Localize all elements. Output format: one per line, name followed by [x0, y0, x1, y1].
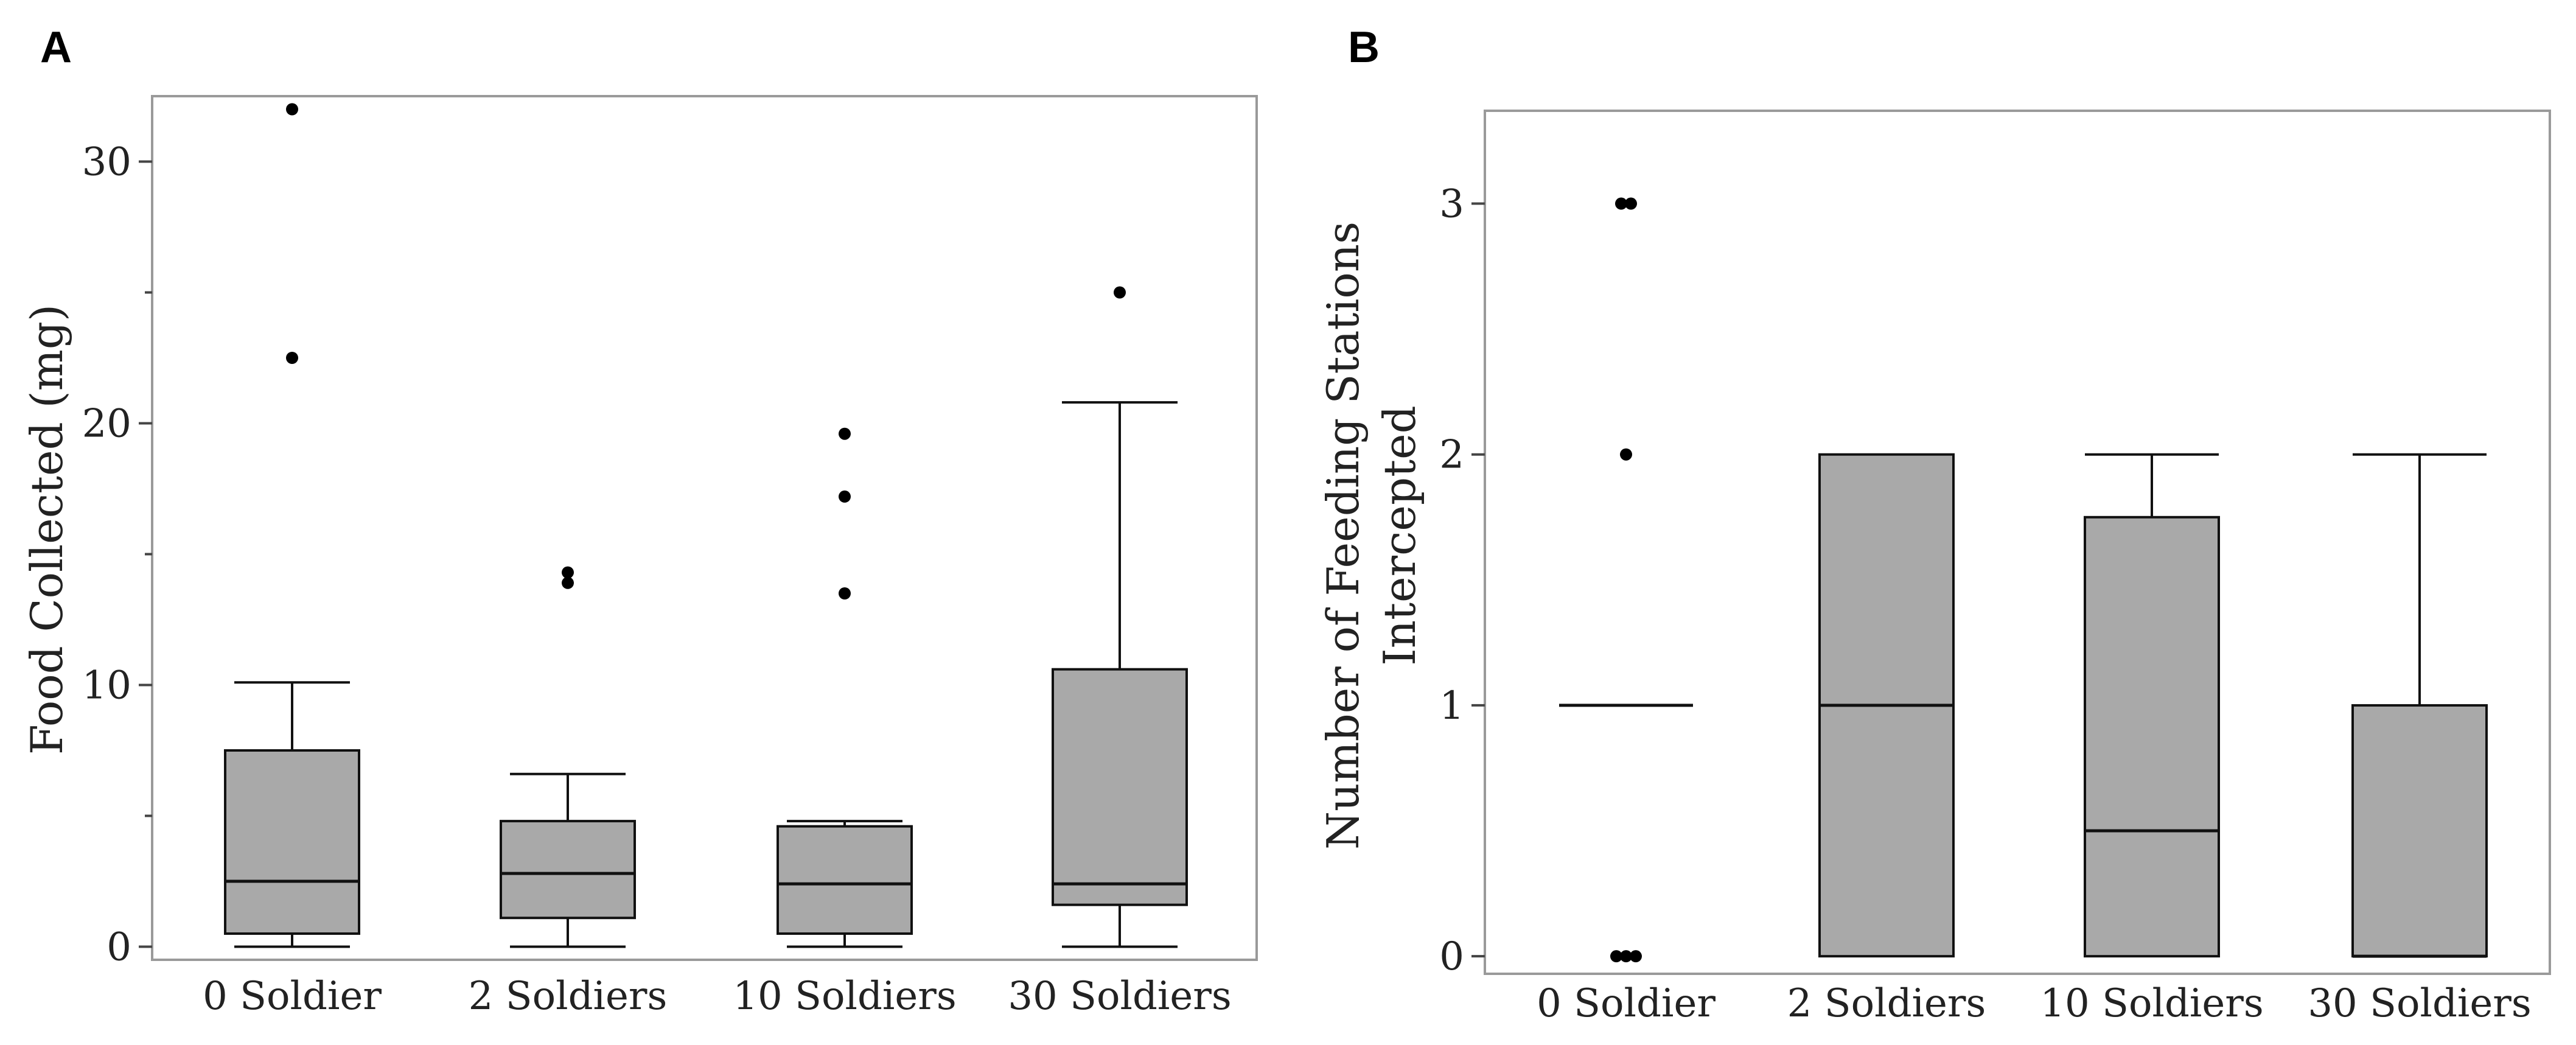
iqr-box	[777, 825, 913, 935]
iqr-box	[2084, 516, 2220, 958]
panel-b-plot-frame	[1484, 110, 2551, 975]
y-tick-label: 30	[82, 140, 131, 185]
outlier-point	[1615, 197, 1627, 210]
box-group-30-soldiers	[2351, 453, 2488, 958]
iqr-box	[500, 820, 636, 920]
box-group-2-soldiers	[500, 566, 636, 948]
x-tick-label: 10 Soldiers	[2040, 981, 2263, 1026]
outlier-point	[1114, 286, 1126, 299]
outlier-point	[562, 566, 574, 579]
y-tick-label: 0	[1439, 934, 1464, 979]
panel-b-axes: 0 1 2 3	[1439, 182, 1485, 979]
box-group-10-soldiers	[2084, 453, 2220, 958]
box-group-30-soldiers	[1052, 286, 1188, 948]
panel-a-x-tick-labels: 0 Soldier 2 Soldiers 10 Soldiers 30 Soldier…	[203, 974, 1232, 1019]
panel-b-y-axis-title-line-2: Intercepted	[1374, 405, 1425, 665]
outlier-point	[1620, 950, 1632, 963]
x-tick-label: 10 Soldiers	[733, 974, 956, 1019]
outlier-point	[286, 103, 298, 116]
box-group-0-soldier	[1559, 197, 1693, 963]
outlier-point	[562, 576, 574, 589]
y-tick-label: 0	[106, 925, 131, 970]
x-tick-label: 0 Soldier	[203, 974, 382, 1019]
x-tick-label: 30 Soldiers	[1008, 974, 1231, 1019]
x-tick-label: 2 Soldiers	[1787, 981, 1986, 1026]
outlier-point	[1630, 950, 1642, 963]
y-tick-label: 3	[1439, 182, 1464, 227]
box-group-10-soldiers	[777, 427, 913, 948]
y-tick-label: 1	[1439, 683, 1464, 729]
iqr-box	[1052, 668, 1188, 906]
panel-a-letter: A	[40, 23, 72, 72]
outlier-point	[839, 490, 851, 503]
x-tick-label: 2 Soldiers	[469, 974, 668, 1019]
x-tick-label: 30 Soldiers	[2308, 981, 2531, 1026]
outlier-point	[1625, 197, 1637, 210]
box-group-2-soldiers	[1818, 453, 1955, 958]
panel-a: A Food Collected (mg) 0 10 20 30 0 Soldier 2…	[21, 23, 1258, 1019]
outlier-point	[839, 587, 851, 599]
panel-b-letter: B	[1348, 23, 1380, 72]
outlier-point	[839, 427, 851, 440]
outlier-point	[1610, 950, 1622, 963]
iqr-box	[2351, 704, 2488, 958]
y-tick-label: 20	[82, 402, 131, 447]
panel-b-boxes	[1559, 197, 2488, 963]
panel-b-x-tick-labels: 0 Soldier 2 Soldiers 10 Soldiers 30 Soldier…	[1537, 981, 2532, 1026]
outlier-point	[1620, 448, 1632, 461]
iqr-box	[224, 749, 360, 935]
panel-b-y-axis-title-line-1: Number of Feeding Stations	[1318, 222, 1369, 850]
outlier-point	[286, 352, 298, 364]
panel-a-y-axis-title: Food Collected (mg)	[21, 304, 72, 755]
x-tick-label: 0 Soldier	[1537, 981, 1716, 1026]
y-tick-label: 10	[82, 663, 131, 708]
box-group-0-soldier	[224, 103, 360, 948]
panel-a-axes: 0 10 20 30	[82, 140, 152, 970]
panel-a-plot-frame	[151, 95, 1258, 961]
panel-a-boxes	[224, 103, 1188, 948]
y-tick-label: 2	[1439, 433, 1464, 478]
panel-b: B Number of Feeding Stations Intercepted…	[1318, 23, 2551, 1026]
